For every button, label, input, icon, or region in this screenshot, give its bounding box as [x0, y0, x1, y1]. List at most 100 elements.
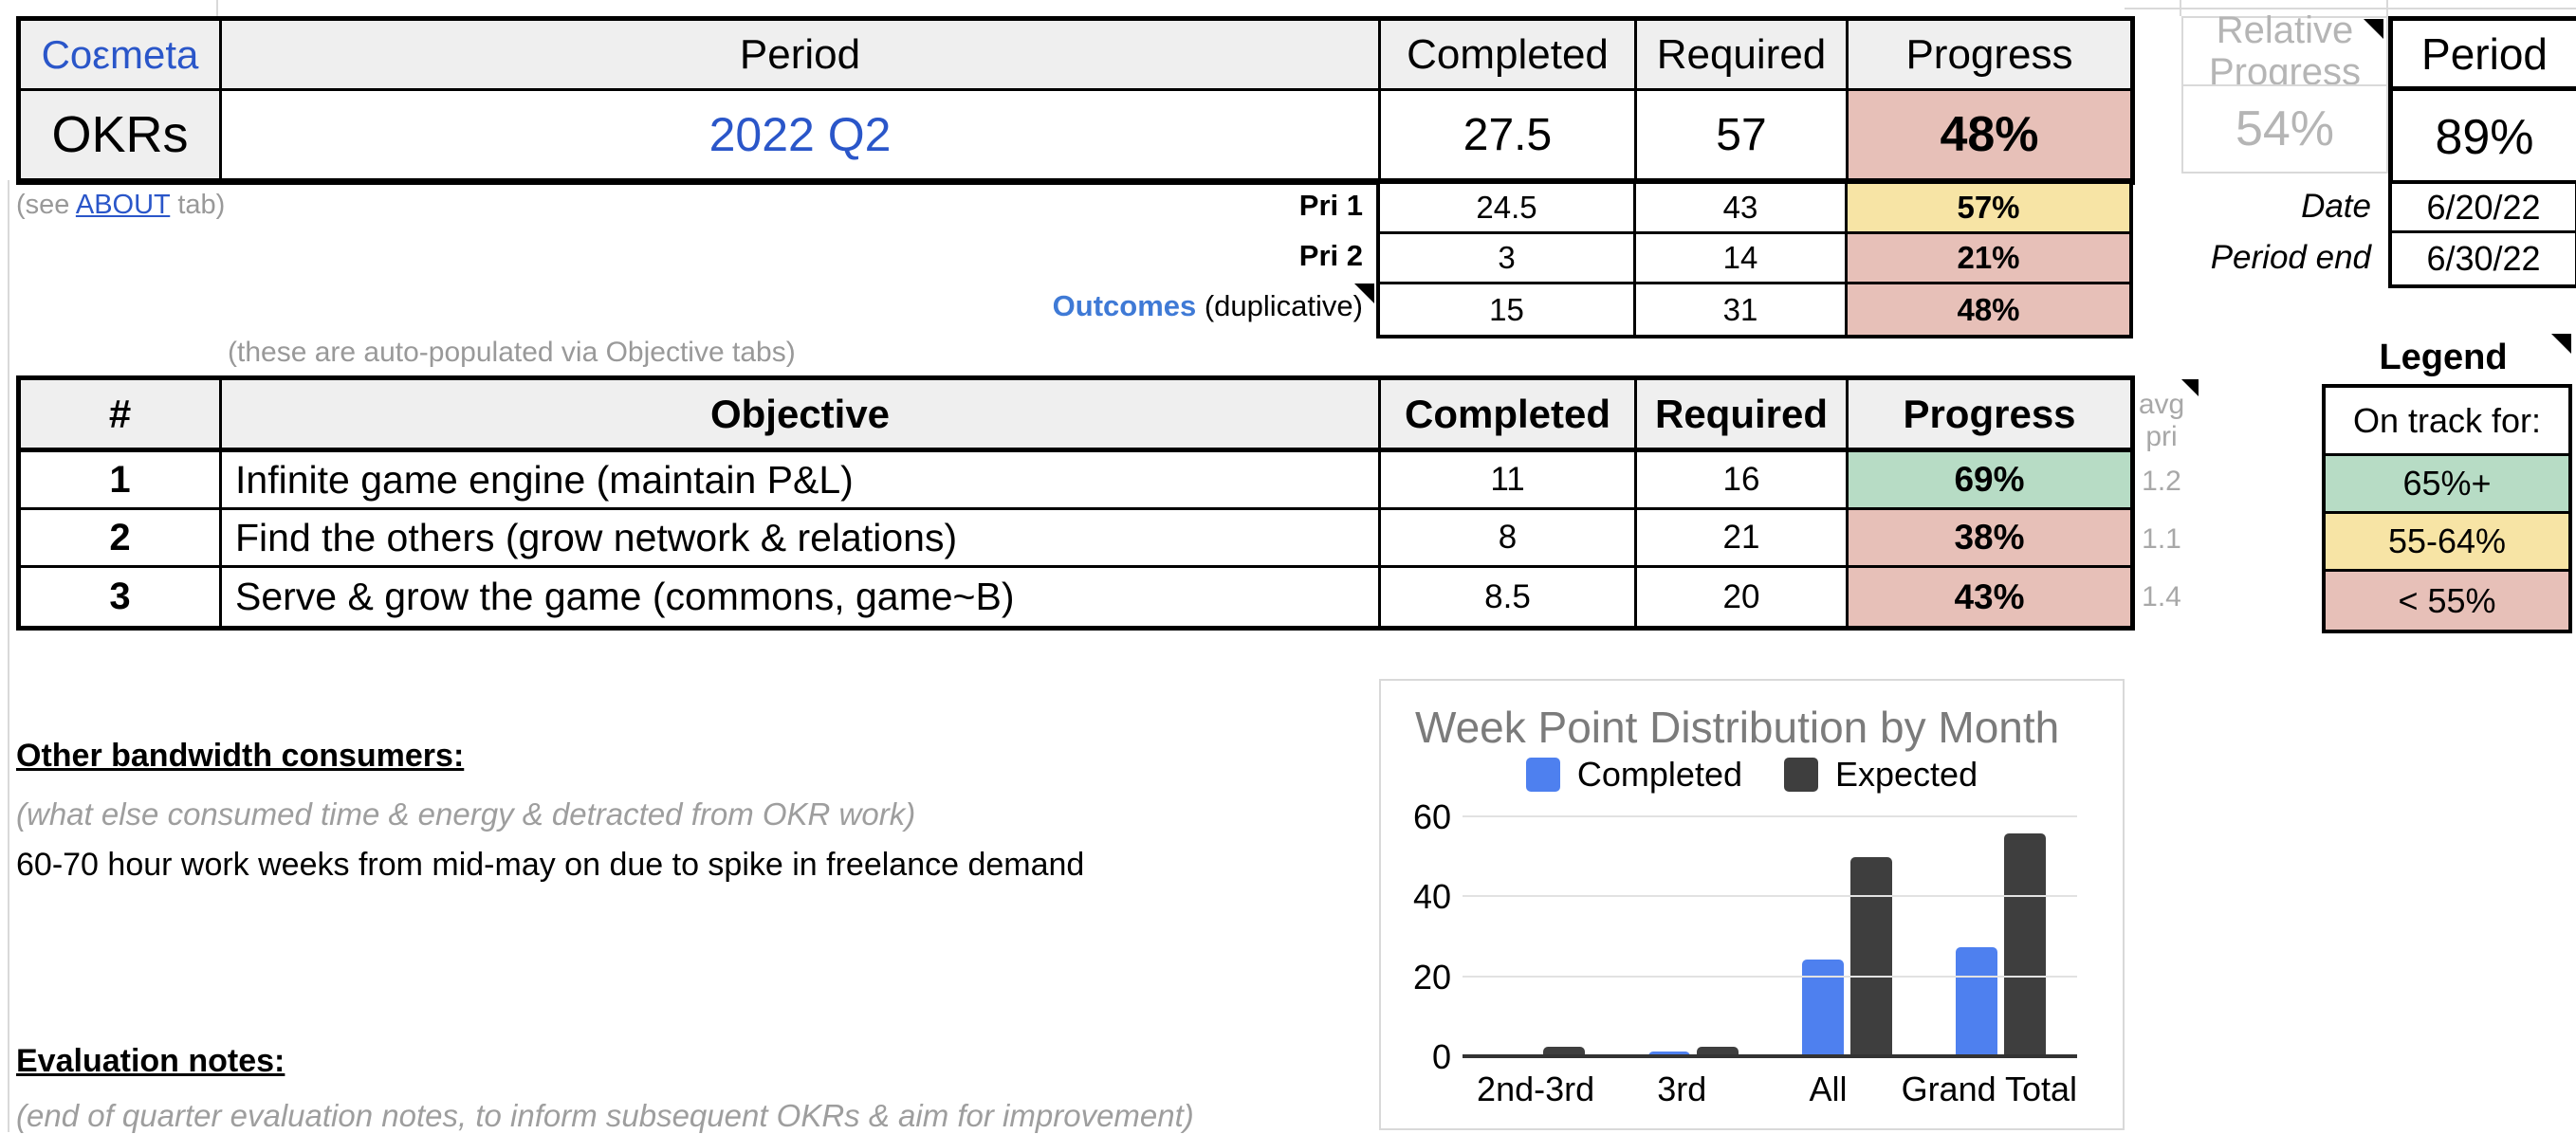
legend-yellow-cell[interactable]: 55-64%	[2326, 514, 2568, 572]
outcomes-progress-cell[interactable]: 48%	[1848, 284, 2129, 335]
bandwidth-section-note: (what else consumed time & energy & detr…	[16, 796, 916, 832]
note-indicator-icon	[2181, 379, 2199, 396]
obj-required-header-cell[interactable]: Required	[1637, 380, 1849, 452]
obj-num-header-cell[interactable]: #	[21, 380, 222, 452]
objectives-table: # Objective Completed Required Progress …	[16, 375, 2135, 631]
progress-value-cell[interactable]: 48%	[1849, 91, 2130, 178]
chart-bar-expected	[1542, 1047, 1585, 1057]
obj-objective-header-cell[interactable]: Objective	[222, 380, 1381, 452]
chart-y-tick-label: 60	[1412, 796, 1451, 836]
obj1-avg-pri: 1.2	[2142, 465, 2181, 497]
pri2-required-cell[interactable]: 14	[1636, 234, 1848, 284]
about-tab-link[interactable]: ABOUT	[75, 190, 171, 220]
obj1-required-cell[interactable]: 16	[1637, 452, 1849, 510]
required-value-cell[interactable]: 57	[1637, 91, 1849, 178]
brand-cell[interactable]: Coεmeta	[21, 21, 222, 91]
expected-swatch-icon	[1783, 758, 1818, 792]
obj3-avg-pri: 1.4	[2142, 580, 2181, 613]
obj3-objective-cell[interactable]: Serve & grow the game (commons, game~B)	[222, 568, 1381, 626]
obj3-completed-cell[interactable]: 8.5	[1381, 568, 1637, 626]
date-table: 6/20/22 6/30/22	[2388, 180, 2576, 288]
chart-legend-label: Completed	[1576, 755, 1742, 794]
side-period-header-cell[interactable]: Period	[2393, 21, 2576, 91]
outcomes-completed-cell[interactable]: 15	[1380, 284, 1636, 335]
chart-bar-completed	[1647, 1051, 1690, 1057]
sheet-gridline	[2125, 8, 2576, 9]
about-note: (see ABOUT tab)	[16, 190, 225, 221]
week-point-chart[interactable]: Week Point Distribution by Month Complet…	[1379, 679, 2125, 1130]
note-indicator-icon	[2364, 19, 2383, 39]
outcomes-label[interactable]: Outcomes (duplicative)	[664, 281, 1363, 331]
obj1-num-cell[interactable]: 1	[21, 452, 222, 510]
obj1-progress-cell[interactable]: 69%	[1849, 452, 2130, 510]
legend-header-cell[interactable]: On track for:	[2326, 388, 2568, 456]
note-indicator-icon	[1354, 284, 1374, 303]
date-label[interactable]: Date	[2301, 188, 2371, 225]
sheet-gridline	[8, 180, 9, 1132]
period-end-label[interactable]: Period end	[2210, 239, 2371, 276]
legend-table: On track for: 65%+ 55-64% < 55%	[2322, 384, 2572, 633]
relative-progress-label: Relative Progress	[2208, 9, 2362, 93]
side-period-value-cell[interactable]: 89%	[2393, 91, 2576, 183]
obj-completed-header-cell[interactable]: Completed	[1381, 380, 1637, 452]
chart-bar-expected	[1696, 1047, 1739, 1057]
completed-value-cell[interactable]: 27.5	[1381, 91, 1637, 178]
obj-progress-header-cell[interactable]: Progress	[1849, 380, 2130, 452]
chart-x-tick-label: 3rd	[1657, 1070, 1707, 1108]
outcomes-label-rest: (duplicative)	[1196, 289, 1363, 322]
pri2-label[interactable]: Pri 2	[1298, 239, 1363, 272]
chart-gridline	[1463, 814, 2077, 817]
obj2-required-cell[interactable]: 21	[1637, 510, 1849, 568]
pri1-progress-cell[interactable]: 57%	[1848, 184, 2129, 234]
legend-green-cell[interactable]: 65%+	[2326, 456, 2568, 514]
avg-pri-line1: avg	[2138, 389, 2185, 420]
outcomes-label-em: Outcomes	[1052, 289, 1197, 322]
eval-section-note: (end of quarter evaluation notes, to inf…	[16, 1098, 1194, 1133]
pri1-completed-cell[interactable]: 24.5	[1380, 184, 1636, 234]
progress-header-cell[interactable]: Progress	[1849, 21, 2130, 91]
date-value-cell[interactable]: 6/20/22	[2392, 184, 2575, 233]
obj2-num-cell[interactable]: 2	[21, 510, 222, 568]
obj2-completed-cell[interactable]: 8	[1381, 510, 1637, 568]
completed-header-cell[interactable]: Completed	[1381, 21, 1637, 91]
obj2-objective-cell[interactable]: Find the others (grow network & relation…	[222, 510, 1381, 568]
period-end-value-cell[interactable]: 6/30/22	[2392, 233, 2575, 284]
obj3-num-cell[interactable]: 3	[21, 568, 222, 626]
chart-legend-label: Expected	[1834, 755, 1978, 794]
chart-y-tick-label: 20	[1412, 957, 1451, 997]
chart-gridline	[1463, 895, 2077, 898]
outcomes-required-cell[interactable]: 31	[1636, 284, 1848, 335]
chart-legend-item-completed: Completed	[1525, 755, 1742, 795]
eval-section-title: Evaluation notes:	[16, 1043, 285, 1079]
relative-progress-header-cell[interactable]: Relative Progress	[2181, 9, 2388, 93]
priority-breakdown-table: 24.5 43 57% 3 14 21% 15 31 48%	[1376, 180, 2133, 338]
chart-y-tick-label: 40	[1412, 877, 1451, 917]
bandwidth-section-body: 60-70 hour work weeks from mid-may on du…	[16, 847, 1085, 883]
bandwidth-section-title: Other bandwidth consumers:	[16, 738, 465, 774]
pri2-completed-cell[interactable]: 3	[1380, 234, 1636, 284]
avg-pri-line2: pri	[2145, 420, 2178, 452]
chart-bar-completed	[1955, 946, 1997, 1057]
required-header-cell[interactable]: Required	[1637, 21, 1849, 91]
obj3-required-cell[interactable]: 20	[1637, 568, 1849, 626]
pri2-progress-cell[interactable]: 21%	[1848, 234, 2129, 284]
chart-plot: 0 20 40 60	[1413, 797, 2077, 1076]
okrs-cell[interactable]: OKRs	[21, 91, 222, 178]
obj1-objective-cell[interactable]: Infinite game engine (maintain P&L)	[222, 452, 1381, 510]
legend-title[interactable]: Legend	[2379, 338, 2508, 377]
obj2-progress-cell[interactable]: 38%	[1849, 510, 2130, 568]
period-header-cell[interactable]: Period	[222, 21, 1381, 91]
pri1-required-cell[interactable]: 43	[1636, 184, 1848, 234]
chart-x-axis	[1463, 1054, 2077, 1058]
period-side-table: Period 89%	[2388, 16, 2576, 188]
obj3-progress-cell[interactable]: 43%	[1849, 568, 2130, 626]
obj1-completed-cell[interactable]: 11	[1381, 452, 1637, 510]
legend-red-cell[interactable]: < 55%	[2326, 572, 2568, 630]
chart-bars	[1463, 803, 2077, 1057]
pri1-label[interactable]: Pri 1	[1298, 189, 1363, 222]
period-value-cell[interactable]: 2022 Q2	[222, 91, 1381, 178]
note-indicator-icon	[2551, 334, 2571, 354]
chart-title: Week Point Distribution by Month	[1415, 703, 2060, 752]
relative-progress-value-cell[interactable]: 54%	[2181, 84, 2388, 174]
